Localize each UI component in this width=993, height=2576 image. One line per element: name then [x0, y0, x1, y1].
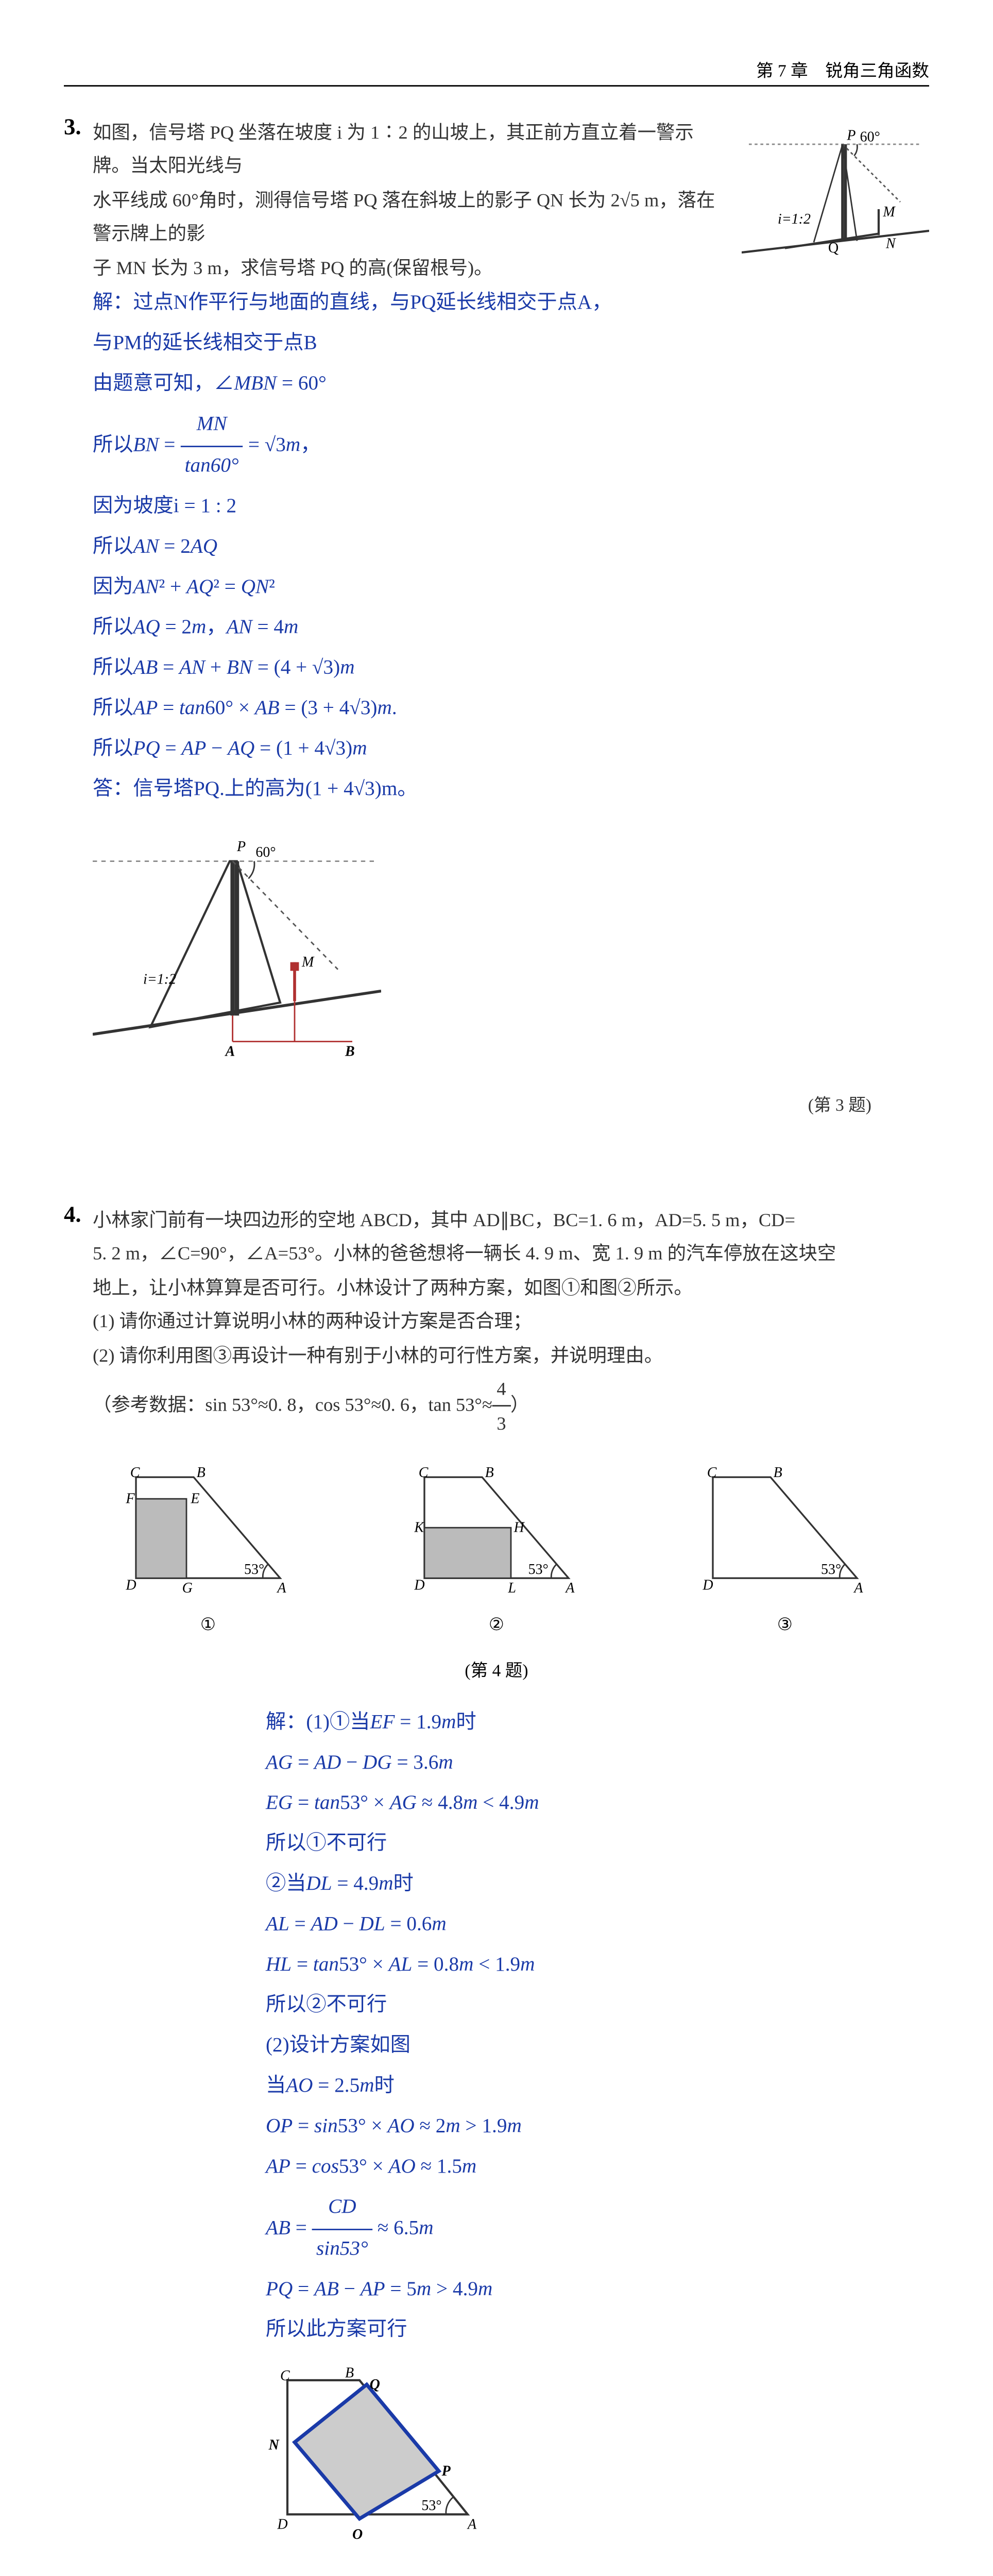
problem-3-figure-ref: (第 3 题)	[64, 1092, 871, 1116]
svg-text:A: A	[853, 1580, 863, 1596]
p4-sol-11: AP = cos53° × AO ≈ 1.5m	[266, 2147, 929, 2188]
svg-text:C: C	[280, 2367, 290, 2383]
p3-sol-10: 所以PQ = AP − AQ = (1 + 4√3)m	[93, 730, 929, 770]
p3-sol-2: 由题意可知，∠MBN = 60°	[93, 365, 929, 405]
p3-sol-11: 答：信号塔PQ.上的高为(1 + 4√3)m。	[93, 770, 929, 810]
svg-text:A: A	[225, 1043, 235, 1056]
svg-text:D: D	[702, 1577, 713, 1593]
svg-text:P: P	[441, 2463, 451, 2479]
p4-ref-data: （参考数据：sin 53°≈0. 8，cos 53°≈0. 6，tan 53°≈…	[93, 1393, 529, 1415]
figure-3: C B D A 53° ③	[698, 1462, 871, 1635]
problem-4-number: 4.	[64, 1203, 93, 1229]
svg-text:L: L	[507, 1580, 516, 1596]
svg-text:A: A	[276, 1580, 286, 1596]
chapter-header: 第 7 章 锐角三角函数	[64, 58, 929, 87]
svg-text:Q: Q	[370, 2376, 380, 2392]
problem-3-text: 60° P Q M N i=1:2 如图，信号塔 PQ 坐落在坡度 i 为 1∶…	[93, 115, 929, 284]
svg-text:D: D	[125, 1577, 136, 1593]
p4-sol-2: EG = tan53° × AG ≈ 4.8m < 4.9m	[266, 1784, 929, 1824]
angle-60-label: 60°	[860, 129, 880, 145]
problem-4-solution: 解：(1)①当EF = 1.9m时 AG = AD − DG = 3.6m EG…	[266, 1703, 929, 2566]
p4-sol-8: (2)设计方案如图	[266, 2026, 929, 2066]
svg-text:M: M	[882, 204, 896, 220]
svg-text:B: B	[197, 1464, 206, 1480]
svg-text:N: N	[268, 2437, 280, 2453]
svg-text:A: A	[467, 2516, 477, 2532]
svg-text:A: A	[564, 1580, 575, 1596]
svg-text:N: N	[885, 236, 896, 252]
problem-4: 4. 小林家门前有一块四边形的空地 ABCD，其中 AD∥BC，BC=1. 6 …	[64, 1203, 929, 2566]
problem-3-number: 3.	[64, 115, 93, 141]
problem-4-figures: C B F E D G A 53° ① C B K	[64, 1462, 929, 1635]
p4-sol-14: 所以此方案可行	[266, 2311, 929, 2351]
p4-sol-12: AB = CDsin53° ≈ 6.5m	[266, 2188, 929, 2270]
svg-text:G: G	[182, 1580, 193, 1596]
svg-text:53°: 53°	[821, 1561, 841, 1577]
p3-sol-3: 所以BN = MNtan60° = √3m，	[93, 405, 929, 488]
svg-text:53°: 53°	[421, 2497, 441, 2513]
p3-text-line-2: 子 MN 长为 3 m，求信号塔 PQ 的高(保留根号)。	[93, 256, 493, 278]
p3-sol-8: 所以AB = AN + BN = (4 + √3)m	[93, 649, 929, 689]
fig2-label: ②	[410, 1614, 583, 1635]
svg-text:D: D	[277, 2516, 287, 2532]
p4-sol-5: AL = AD − DL = 0.6m	[266, 1905, 929, 1945]
p3-sol-0: 解：过点N作平行与地面的直线，与PQ延长线相交于点A，	[93, 284, 929, 324]
svg-text:B: B	[774, 1464, 782, 1480]
p3-text-line-0: 如图，信号塔 PQ 坐落在坡度 i 为 1∶2 的山坡上，其正前方直立着一警示牌…	[93, 121, 694, 176]
p4-sol-0: 解：(1)①当EF = 1.9m时	[266, 1703, 929, 1743]
svg-text:P: P	[236, 839, 246, 855]
p4-sol-10: OP = sin53° × AO ≈ 2m > 1.9m	[266, 2107, 929, 2147]
svg-text:53°: 53°	[244, 1561, 264, 1577]
problem-3-solution: 解：过点N作平行与地面的直线，与PQ延长线相交于点A， 与PM的延长线相交于点B…	[93, 284, 929, 810]
p4-sol-4: ②当DL = 4.9m时	[266, 1865, 929, 1905]
svg-text:C: C	[707, 1464, 717, 1480]
svg-text:i=1:2: i=1:2	[778, 211, 811, 227]
p3-sol-5: 所以AN = 2AQ	[93, 528, 929, 568]
svg-text:B: B	[485, 1464, 494, 1480]
problem-3: 3. 60° P	[64, 115, 929, 1116]
fig1-label: ①	[122, 1614, 295, 1635]
p4-sol-6: HL = tan53° × AL = 0.8m < 1.9m	[266, 1945, 929, 1986]
p3-sol-7: 所以AQ = 2m，AN = 4m	[93, 608, 929, 649]
svg-text:C: C	[130, 1464, 140, 1480]
p4-sol-13: PQ = AB − AP = 5m > 4.9m	[266, 2270, 929, 2310]
svg-text:B: B	[345, 1043, 355, 1056]
svg-text:53°: 53°	[528, 1561, 549, 1577]
svg-text:O: O	[352, 2526, 363, 2542]
svg-text:E: E	[190, 1490, 199, 1506]
svg-text:F: F	[125, 1490, 135, 1506]
problem-3-figure-large: 60° P i=1:2 A B M	[93, 825, 929, 1063]
svg-text:M: M	[301, 954, 315, 970]
problem-4-solution-figure: C B Q N P O D A 53°	[266, 2363, 929, 2566]
p4-text-3: (1) 请你通过计算说明小林的两种设计方案是否合理；	[93, 1310, 532, 1332]
svg-text:Q: Q	[828, 240, 838, 256]
p4-text-0: 小林家门前有一块四边形的空地 ABCD，其中 AD∥BC，BC=1. 6 m，A…	[93, 1209, 795, 1230]
p3-sol-4: 因为坡度i = 1 : 2	[93, 487, 929, 528]
svg-text:B: B	[345, 2365, 354, 2381]
p4-sol-3: 所以①不可行	[266, 1824, 929, 1865]
figure-2: C B K H D L A 53° ②	[410, 1462, 583, 1635]
svg-text:K: K	[414, 1519, 424, 1535]
figure-1: C B F E D G A 53° ①	[122, 1462, 295, 1635]
svg-text:H: H	[513, 1519, 525, 1535]
svg-text:D: D	[414, 1577, 424, 1593]
p4-text-4: (2) 请你利用图③再设计一种有别于小林的可行性方案，并说明理由。	[93, 1344, 663, 1365]
problem-4-text: 小林家门前有一块四边形的空地 ABCD，其中 AD∥BC，BC=1. 6 m，A…	[93, 1203, 929, 1440]
svg-text:i=1:2: i=1:2	[143, 971, 176, 987]
p4-sol-9: 当AO = 2.5m时	[266, 2067, 929, 2107]
p3-sol-6: 因为AN² + AQ² = QN²	[93, 568, 929, 608]
p3-text-line-1: 水平线成 60°角时，测得信号塔 PQ 落在斜坡上的影子 QN 长为 2√5 m…	[93, 189, 715, 244]
p4-sol-7: 所以②不可行	[266, 1986, 929, 2026]
svg-text:60°: 60°	[255, 844, 276, 860]
p4-text-2: 地上，让小林算算是否可行。小林设计了两种方案，如图①和图②所示。	[93, 1276, 693, 1298]
svg-text:P: P	[846, 128, 855, 144]
p3-sol-9: 所以AP = tan60° × AB = (3 + 4√3)m.	[93, 689, 929, 730]
problem-3-figure-small: 60° P Q M N i=1:2	[742, 115, 929, 270]
problem-4-figure-caption: (第 4 题)	[64, 1657, 929, 1682]
svg-text:C: C	[419, 1464, 429, 1480]
fig3-label: ③	[698, 1614, 871, 1635]
p4-sol-1: AG = AD − DG = 3.6m	[266, 1743, 929, 1784]
p4-text-1: 5. 2 m，∠C=90°，∠A=53°。小林的爸爸想将一辆长 4. 9 m、宽…	[93, 1243, 836, 1264]
p3-sol-1: 与PM的延长线相交于点B	[93, 325, 929, 365]
